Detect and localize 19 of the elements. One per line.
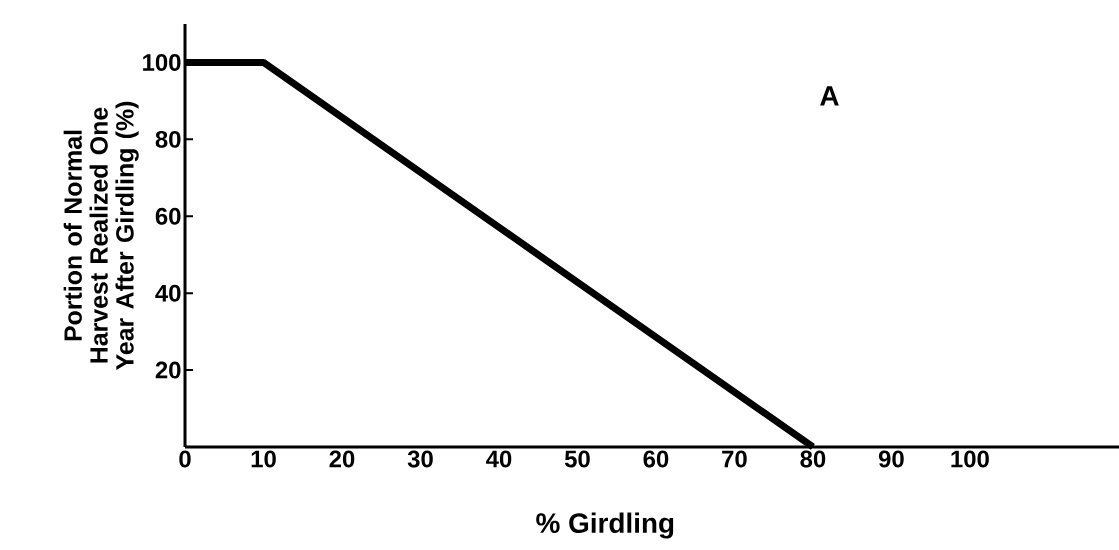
annotation: A	[820, 86, 839, 106]
x-tick-label: 100	[951, 450, 989, 468]
x-axis-title: % Girdling	[536, 512, 674, 539]
x-tick-label: 0	[179, 450, 191, 468]
y-tick-label: 40	[155, 284, 181, 302]
x-tick-label: 30	[407, 450, 433, 468]
y-tick-label: 20	[155, 361, 181, 379]
y-tick-label: 100	[143, 53, 181, 71]
x-tick-label: 60	[643, 450, 669, 468]
x-tick-label: 10	[251, 450, 276, 468]
x-tick-label: 80	[800, 450, 826, 468]
y-axis-title: Portion of Normal Harvest Realized One Year After Girdling (%)	[63, 101, 139, 370]
x-tick-label: 50	[564, 450, 590, 468]
y-tick-label: 60	[155, 207, 181, 225]
x-tick-label: 20	[329, 450, 355, 468]
y-tick-label: 80	[155, 130, 181, 148]
x-tick-label: 90	[878, 450, 904, 468]
x-tick-label: 40	[486, 450, 512, 468]
x-tick-label: 70	[722, 450, 747, 468]
